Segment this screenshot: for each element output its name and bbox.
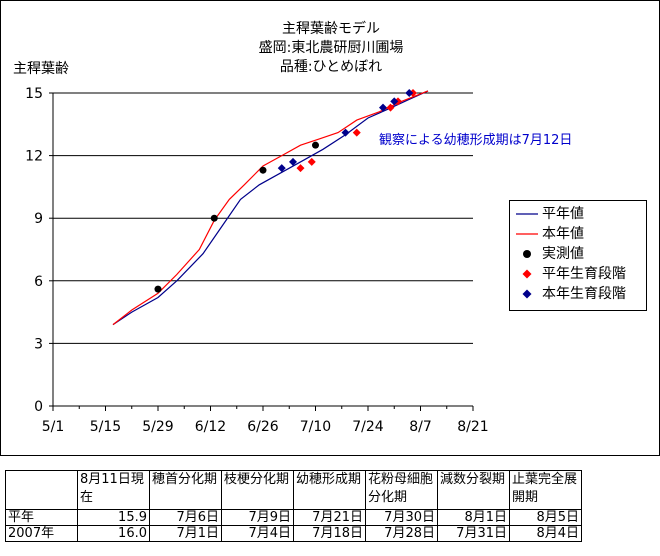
legend-label: 平年値 bbox=[542, 206, 584, 222]
stage-current-marker bbox=[405, 89, 414, 97]
legend: 平年値 本年値 実測値 平年生育段階 本年生育段階 bbox=[509, 200, 647, 311]
legend-item-stage-current: 本年生育段階 bbox=[510, 285, 646, 303]
legend-label: 本年値 bbox=[542, 226, 584, 242]
measured-point bbox=[312, 141, 319, 149]
circle-marker-icon bbox=[523, 250, 531, 258]
y-tick-label: 9 bbox=[34, 211, 43, 227]
chart-title-line-3: 品種:ひとめぼれ bbox=[279, 59, 383, 75]
legend-label: 実測値 bbox=[542, 246, 584, 262]
stage-current-marker bbox=[379, 103, 387, 112]
line-swatch-icon bbox=[516, 233, 538, 235]
table-header-cell: 8月11日現在 bbox=[77, 470, 150, 510]
table-cell: 7月9日 bbox=[221, 509, 294, 526]
table-header-cell: 止葉完全展開期 bbox=[509, 470, 582, 510]
x-tick-label: 7/24 bbox=[352, 419, 384, 435]
table-header-cell: 幼穂形成期 bbox=[293, 470, 366, 510]
table-cell: 7月18日 bbox=[293, 525, 366, 542]
y-tick-label: 12 bbox=[25, 149, 43, 165]
table-cell: 16.0 bbox=[77, 525, 150, 542]
y-axis-label: 主稈葉齢 bbox=[13, 61, 69, 77]
chart-title-line-1: 主稈葉齢モデル bbox=[282, 21, 380, 37]
y-tick-label: 0 bbox=[34, 399, 43, 415]
table-cell: 7月30日 bbox=[365, 509, 438, 526]
chart-frame: 0 3 6 9 12 15 5/1 5/15 5/29 6/12 6/26 7/10 7/24 8/7 8/… bbox=[0, 0, 660, 456]
measured-point bbox=[210, 214, 218, 222]
stage-normal-marker bbox=[352, 128, 361, 137]
x-tick-label: 8/7 bbox=[409, 419, 432, 435]
stage-normal-marker bbox=[386, 103, 395, 112]
chart-title-line-2: 盛岡:東北農研厨川圃場 bbox=[258, 40, 404, 56]
measured-point bbox=[154, 285, 162, 293]
x-tick-label: 5/15 bbox=[90, 419, 121, 435]
normal-line bbox=[112, 90, 429, 326]
diamond-marker-icon bbox=[522, 269, 532, 279]
table-cell: 7月21日 bbox=[293, 509, 366, 526]
table-header-cell bbox=[5, 470, 78, 510]
table-cell: 15.9 bbox=[77, 509, 150, 526]
stage-current-marker bbox=[289, 157, 297, 166]
x-tick-label: 5/29 bbox=[142, 419, 173, 435]
x-tick-label: 6/26 bbox=[247, 419, 279, 435]
stage-current-marker bbox=[390, 97, 399, 106]
stage-current-marker bbox=[277, 164, 286, 173]
x-tick-label: 7/10 bbox=[300, 419, 331, 435]
y-tick-label: 3 bbox=[34, 336, 43, 352]
table-cell: 8月4日 bbox=[509, 525, 582, 542]
stage-normal-marker bbox=[307, 157, 316, 166]
diamond-marker-icon bbox=[522, 289, 532, 299]
table-header-cell: 穂首分化期 bbox=[149, 470, 222, 510]
y-tick-label: 6 bbox=[34, 274, 43, 290]
x-tick-label: 6/12 bbox=[195, 419, 226, 435]
table-row-label: 2007年 bbox=[5, 525, 78, 542]
table-cell: 7月31日 bbox=[437, 525, 510, 542]
table-cell: 7月6日 bbox=[149, 509, 222, 526]
stage-table: 8月11日現在 穂首分化期 枝梗分化期 幼穂形成期 花粉母細胞分化期 減数分裂期… bbox=[5, 470, 582, 542]
table-cell: 7月4日 bbox=[221, 525, 294, 542]
annotation-text: 観察による幼穂形成期は7月12日 bbox=[379, 133, 573, 148]
table-cell: 7月1日 bbox=[149, 525, 222, 542]
x-tick-label: 8/21 bbox=[457, 419, 488, 435]
table-cell: 8月5日 bbox=[509, 509, 582, 526]
table-header-cell: 花粉母細胞分化期 bbox=[365, 470, 438, 510]
legend-label: 本年生育段階 bbox=[542, 286, 626, 302]
x-tick-label: 5/1 bbox=[42, 419, 65, 435]
legend-item-stage-normal: 平年生育段階 bbox=[510, 265, 646, 283]
legend-item-normal: 平年値 bbox=[510, 205, 646, 223]
table-row: 2007年 16.0 7月1日 7月4日 7月18日 7月28日 7月31日 8… bbox=[5, 525, 582, 542]
table-header-cell: 減数分裂期 bbox=[437, 470, 510, 510]
table-header-cell: 枝梗分化期 bbox=[221, 470, 294, 510]
table-cell: 8月1日 bbox=[437, 509, 510, 526]
legend-label: 平年生育段階 bbox=[542, 266, 626, 282]
legend-item-current: 本年値 bbox=[510, 225, 646, 243]
table-row-label: 平年 bbox=[5, 509, 78, 526]
legend-item-measured: 実測値 bbox=[510, 245, 646, 263]
table-row: 平年 15.9 7月6日 7月9日 7月21日 7月30日 8月1日 8月5日 bbox=[5, 509, 582, 526]
table-cell: 7月28日 bbox=[365, 525, 438, 542]
chart-plot: 0 3 6 9 12 15 5/1 5/15 5/29 6/12 6/26 7/10 7/24 8/7 8/… bbox=[25, 86, 489, 435]
table-header-row: 8月11日現在 穂首分化期 枝梗分化期 幼穂形成期 花粉母細胞分化期 減数分裂期… bbox=[5, 470, 582, 510]
y-tick-label: 15 bbox=[25, 86, 43, 102]
line-swatch-icon bbox=[516, 213, 538, 215]
stage-current-marker bbox=[341, 128, 350, 137]
measured-point bbox=[259, 166, 267, 174]
current-line bbox=[112, 90, 429, 326]
stage-normal-marker bbox=[296, 164, 305, 173]
